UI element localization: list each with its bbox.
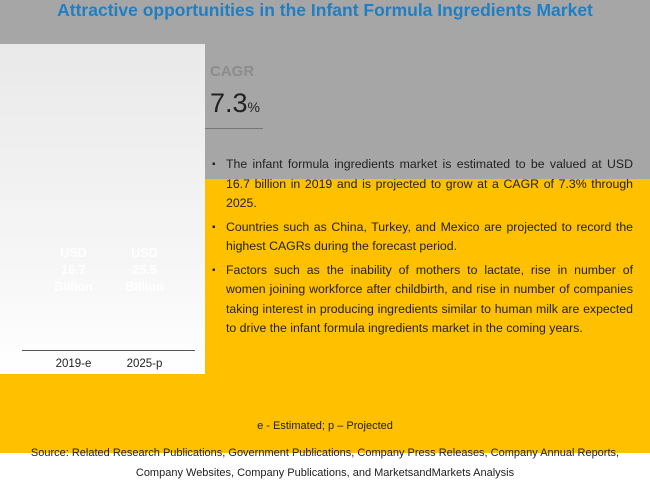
x-tick-label: 2025-p xyxy=(126,358,163,370)
cagr-label: CAGR xyxy=(210,63,255,80)
title: Attractive opportunities in the Infant F… xyxy=(57,0,593,20)
bullet: The infant formula ingredients market is… xyxy=(208,155,633,214)
cagr-number: 7.3 xyxy=(210,88,248,118)
bar-label: USD 16.7 Billion xyxy=(54,246,93,294)
cagr-unit: % xyxy=(247,99,260,115)
cagr-value: 7.3% xyxy=(210,88,260,119)
bullet-list: The infant formula ingredients market is… xyxy=(208,155,633,343)
bullet: Countries such as China, Turkey, and Mex… xyxy=(208,218,633,257)
bullet: Factors such as the inability of mothers… xyxy=(208,261,633,339)
footnote: e - Estimated; p – Projected xyxy=(257,420,393,432)
chart-panel xyxy=(0,44,205,374)
source: Source: Related Research Publications, G… xyxy=(30,447,620,479)
divider xyxy=(205,128,263,129)
bar-label: USD 25.5 Billion xyxy=(125,246,164,294)
x-tick-label: 2019-e xyxy=(55,358,92,370)
x-axis xyxy=(22,350,195,351)
